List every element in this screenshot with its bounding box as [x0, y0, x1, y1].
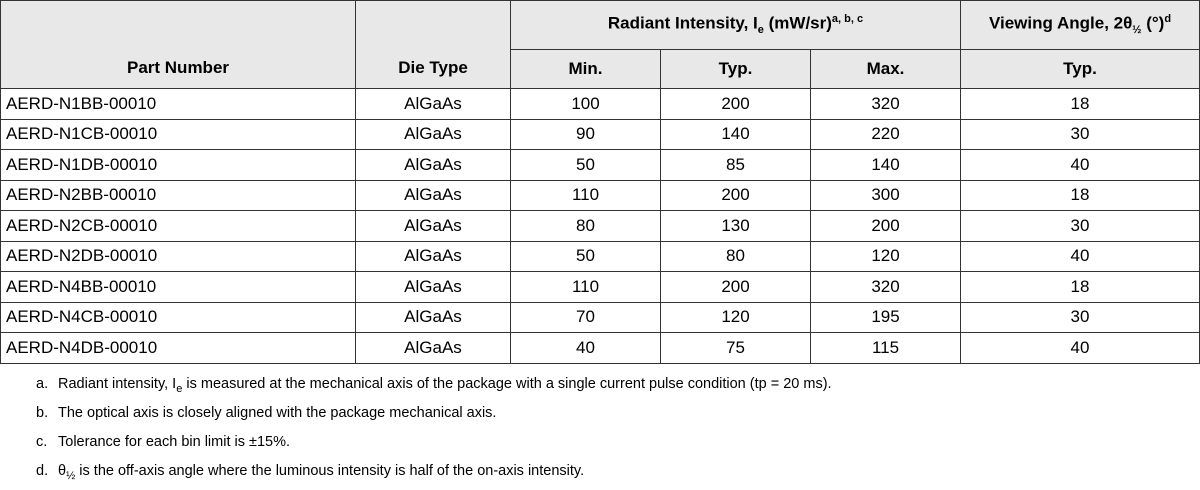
max-cell: 200 [809, 210, 962, 242]
header-radiant-intensity: Radiant Intensity, Ie (mW/sr)a, b, c [509, 0, 962, 50]
max-cell: 300 [809, 179, 962, 211]
min-cell: 90 [510, 118, 661, 150]
footnote-text: Tolerance for each bin limit is ±15%. [58, 433, 291, 450]
footnote-label: c. [36, 433, 48, 450]
die-type-cell: AlGaAs [355, 149, 511, 181]
footnote-text: Radiant intensity, I [58, 375, 177, 392]
min-cell: 40 [510, 332, 661, 364]
part-number-cell: AERD-N4CB-00010 [0, 301, 356, 333]
footnote: d. θ½ is the off-axis angle where the lum… [0, 457, 1200, 486]
viewing-angle-cell: 30 [960, 118, 1200, 150]
header-min: Min. [510, 49, 661, 89]
viewing-angle-cell: 40 [960, 332, 1200, 364]
table-row: AERD-N1CB-00010 AlGaAs 90 140 220 30 [0, 118, 1200, 150]
max-cell: 220 [809, 118, 962, 150]
header-die-type: Die Type [355, 0, 511, 89]
table-row: AERD-N4CB-00010 AlGaAs 70 120 195 30 [0, 301, 1200, 333]
footnote-label: a. [36, 375, 49, 392]
max-cell: 320 [809, 88, 962, 120]
footnote-text-cont: is the off-axis angle where the luminous… [75, 462, 585, 479]
footnotes: a. Radiant intensity, Ie is measured at t… [0, 370, 1200, 486]
footnote: c. Tolerance for each bin limit is ±15%. [0, 428, 1200, 457]
viewing-angle-cell: 30 [960, 210, 1200, 242]
radiant-intensity-table: Part Number Die Type Radiant Intensity, … [0, 0, 1200, 364]
table-row: AERD-N4BB-00010 AlGaAs 110 200 320 18 [0, 271, 1200, 303]
footnote-subscript: e [176, 382, 183, 395]
typ-cell: 140 [660, 118, 811, 150]
die-type-cell: AlGaAs [355, 240, 511, 272]
footnote-subscript: ½ [66, 469, 76, 482]
footnote-label: b. [36, 404, 49, 421]
footnote-text: The optical axis is closely aligned with… [58, 404, 497, 421]
min-cell: 110 [510, 179, 661, 211]
max-cell: 195 [809, 301, 962, 333]
header-angle-typ: Typ. [960, 49, 1200, 89]
min-cell: 80 [510, 210, 661, 242]
part-number-cell: AERD-N1CB-00010 [0, 118, 356, 150]
viewing-angle-cell: 18 [960, 271, 1200, 303]
die-type-cell: AlGaAs [355, 88, 511, 120]
die-type-cell: AlGaAs [355, 118, 511, 150]
min-cell: 70 [510, 301, 661, 333]
min-cell: 100 [510, 88, 661, 120]
part-number-cell: AERD-N4DB-00010 [0, 332, 356, 364]
table-row: AERD-N1DB-00010 AlGaAs 50 85 140 40 [0, 149, 1200, 181]
max-cell: 120 [809, 240, 962, 272]
footnote: a. Radiant intensity, Ie is measured at t… [0, 370, 1200, 399]
table-row: AERD-N4DB-00010 AlGaAs 40 75 115 40 [0, 332, 1200, 364]
table-row: AERD-N2BB-00010 AlGaAs 110 200 300 18 [0, 179, 1200, 211]
die-type-cell: AlGaAs [355, 332, 511, 364]
part-number-cell: AERD-N1DB-00010 [0, 149, 356, 181]
viewing-angle-cell: 18 [960, 88, 1200, 120]
part-number-cell: AERD-N4BB-00010 [0, 271, 356, 303]
typ-cell: 200 [660, 271, 811, 303]
max-cell: 140 [809, 149, 962, 181]
typ-cell: 75 [660, 332, 811, 364]
header-part-number: Part Number [0, 0, 356, 89]
typ-cell: 130 [660, 210, 811, 242]
typ-cell: 200 [660, 88, 811, 120]
die-type-cell: AlGaAs [355, 179, 511, 211]
die-type-cell: AlGaAs [355, 301, 511, 333]
table-row: AERD-N2CB-00010 AlGaAs 80 130 200 30 [0, 210, 1200, 242]
table-row: AERD-N2DB-00010 AlGaAs 50 80 120 40 [0, 240, 1200, 272]
header-max: Max. [809, 49, 962, 89]
header-typ: Typ. [660, 49, 811, 89]
part-number-cell: AERD-N2BB-00010 [0, 179, 356, 211]
viewing-angle-cell: 40 [960, 240, 1200, 272]
footnote-label: d. [36, 462, 49, 479]
die-type-cell: AlGaAs [355, 210, 511, 242]
min-cell: 50 [510, 149, 661, 181]
typ-cell: 200 [660, 179, 811, 211]
viewing-angle-cell: 30 [960, 301, 1200, 333]
max-cell: 320 [809, 271, 962, 303]
part-number-cell: AERD-N2CB-00010 [0, 210, 356, 242]
max-cell: 115 [809, 332, 962, 364]
footnote-text-cont: is measured at the mechanical axis of th… [182, 375, 832, 392]
table-row: AERD-N1BB-00010 AlGaAs 100 200 320 18 [0, 88, 1200, 120]
typ-cell: 120 [660, 301, 811, 333]
viewing-angle-cell: 40 [960, 149, 1200, 181]
typ-cell: 80 [660, 240, 811, 272]
min-cell: 110 [510, 271, 661, 303]
header-viewing-angle: Viewing Angle, 2θ½ (°)d [960, 0, 1200, 50]
min-cell: 50 [510, 240, 661, 272]
part-number-cell: AERD-N1BB-00010 [0, 88, 356, 120]
die-type-cell: AlGaAs [355, 271, 511, 303]
viewing-angle-cell: 18 [960, 179, 1200, 211]
typ-cell: 85 [660, 149, 811, 181]
footnote: b. The optical axis is closely aligned wi… [0, 399, 1200, 428]
footnote-text: θ [58, 462, 67, 479]
part-number-cell: AERD-N2DB-00010 [0, 240, 356, 272]
